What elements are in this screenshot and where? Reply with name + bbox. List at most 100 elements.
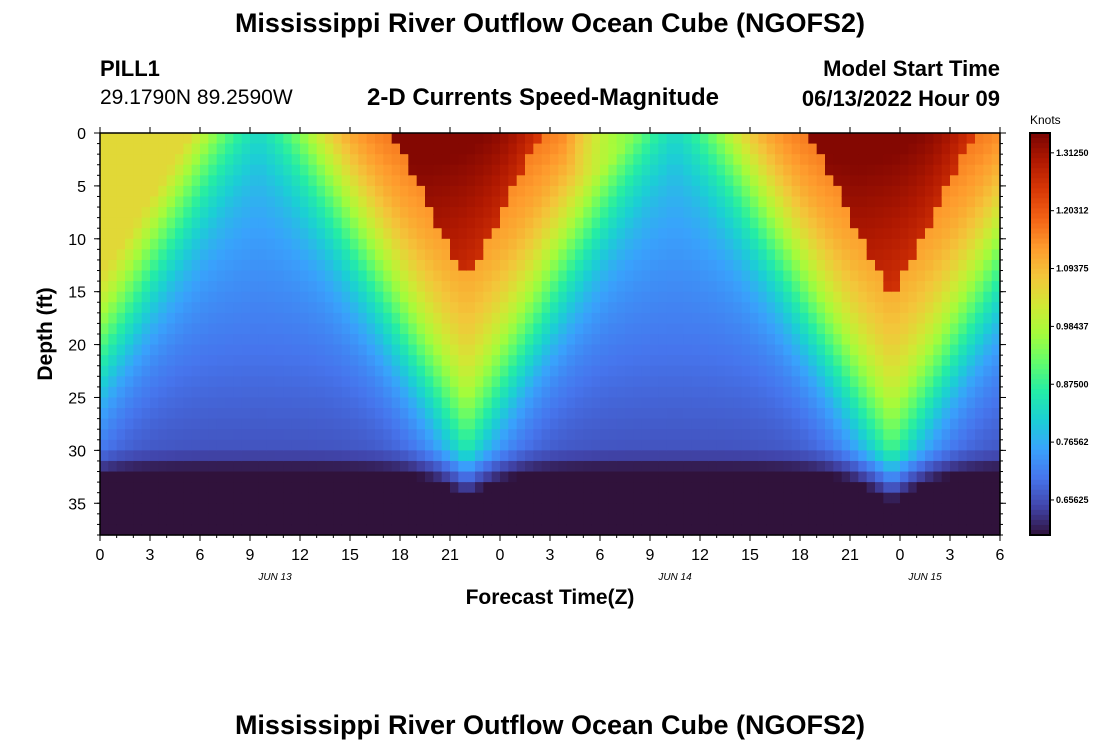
heatmap-cell [891, 355, 901, 367]
heatmap-cell [466, 175, 476, 187]
x-tick-label: 21 [841, 547, 859, 564]
heatmap-cell [366, 439, 376, 451]
heatmap-cell [891, 143, 901, 155]
heatmap-cell [258, 133, 268, 145]
heatmap-cell [525, 175, 534, 187]
heatmap-cell [883, 429, 893, 441]
heatmap-cell [708, 217, 718, 229]
heatmap-cell [766, 365, 776, 377]
heatmap-cell [800, 312, 809, 325]
heatmap-cell [558, 492, 568, 504]
heatmap-cell [133, 460, 143, 473]
heatmap-cell [175, 365, 184, 377]
x-tick-label: 6 [196, 547, 205, 564]
heatmap-cell [658, 418, 668, 430]
heatmap-cell [491, 439, 501, 451]
heatmap-cell [116, 418, 126, 430]
heatmap-cell [975, 450, 984, 462]
heatmap-cell [558, 524, 568, 536]
heatmap-cell [991, 154, 1001, 166]
heatmap-cell [391, 185, 401, 198]
heatmap-cell [400, 228, 409, 240]
heatmap-cell [450, 259, 459, 272]
heatmap-cell [850, 450, 859, 462]
heatmap-cell [266, 133, 276, 145]
heatmap-cell [500, 207, 509, 219]
heatmap-cell [541, 482, 551, 494]
heatmap-cell [291, 386, 301, 399]
heatmap-cell [958, 344, 968, 356]
heatmap-cell [600, 450, 609, 462]
heatmap-cell [258, 249, 268, 261]
heatmap-cell [408, 334, 418, 346]
heatmap-cell [208, 524, 218, 536]
heatmap-cell [683, 365, 693, 377]
heatmap-cell [550, 408, 559, 420]
heatmap-cell [625, 344, 634, 356]
heatmap-cell [125, 323, 134, 335]
heatmap-cell [341, 429, 351, 441]
heatmap-cell [466, 492, 476, 504]
heatmap-cell [458, 334, 468, 346]
heatmap-cell [108, 323, 118, 335]
heatmap-cell [791, 513, 801, 526]
heatmap-cell [775, 513, 784, 526]
heatmap-cell [500, 334, 509, 346]
heatmap-cell [733, 154, 743, 166]
heatmap-cell [908, 281, 918, 293]
heatmap-cell [541, 334, 551, 346]
heatmap-cell [266, 207, 276, 219]
heatmap-cell [758, 281, 768, 293]
heatmap-cell [458, 133, 468, 145]
heatmap-cell [916, 291, 926, 303]
heatmap-cell [975, 386, 984, 399]
colorbar-segment [1030, 469, 1050, 476]
heatmap-cell [491, 513, 501, 526]
heatmap-cell [258, 291, 268, 303]
heatmap-cell [150, 365, 159, 377]
heatmap-cell [766, 185, 776, 198]
heatmap-cell [600, 143, 609, 155]
heatmap-cell [141, 270, 151, 282]
heatmap-cell [116, 133, 126, 145]
heatmap-cell [475, 524, 484, 536]
heatmap-cell [158, 418, 168, 430]
colorbar-segment [1030, 203, 1050, 209]
heatmap-cell [416, 450, 426, 462]
heatmap-cell [491, 482, 501, 494]
heatmap-cell [375, 302, 384, 314]
heatmap-cell [458, 175, 468, 187]
heatmap-cell [675, 291, 684, 303]
heatmap-cell [258, 207, 268, 219]
heatmap-cell [391, 143, 401, 155]
heatmap-cell [533, 238, 543, 250]
heatmap-cell [183, 291, 193, 303]
heatmap-cell [691, 492, 701, 504]
heatmap-cell [941, 312, 951, 325]
heatmap-cell [191, 196, 201, 208]
heatmap-cell [208, 513, 218, 526]
heatmap-cell [158, 492, 168, 504]
heatmap-cell [841, 355, 851, 367]
heatmap-cell [216, 503, 226, 515]
heatmap-cell [558, 418, 568, 430]
heatmap-cell [458, 291, 468, 303]
heatmap-cell [491, 323, 501, 335]
heatmap-cell [966, 482, 976, 494]
heatmap-cell [166, 323, 176, 335]
heatmap-cell [133, 355, 143, 367]
heatmap-cell [650, 397, 659, 409]
heatmap-cell [108, 386, 118, 399]
heatmap-cell [591, 196, 601, 208]
heatmap-cell [175, 376, 184, 388]
heatmap-cell [825, 133, 834, 145]
heatmap-cell [275, 207, 284, 219]
heatmap-cell [908, 365, 918, 377]
heatmap-cell [958, 524, 968, 536]
heatmap-cell [850, 365, 859, 377]
heatmap-cell [100, 302, 109, 314]
heatmap-cell [466, 513, 476, 526]
heatmap-cell [458, 450, 468, 462]
heatmap-cell [791, 503, 801, 515]
heatmap-cell [808, 143, 818, 155]
